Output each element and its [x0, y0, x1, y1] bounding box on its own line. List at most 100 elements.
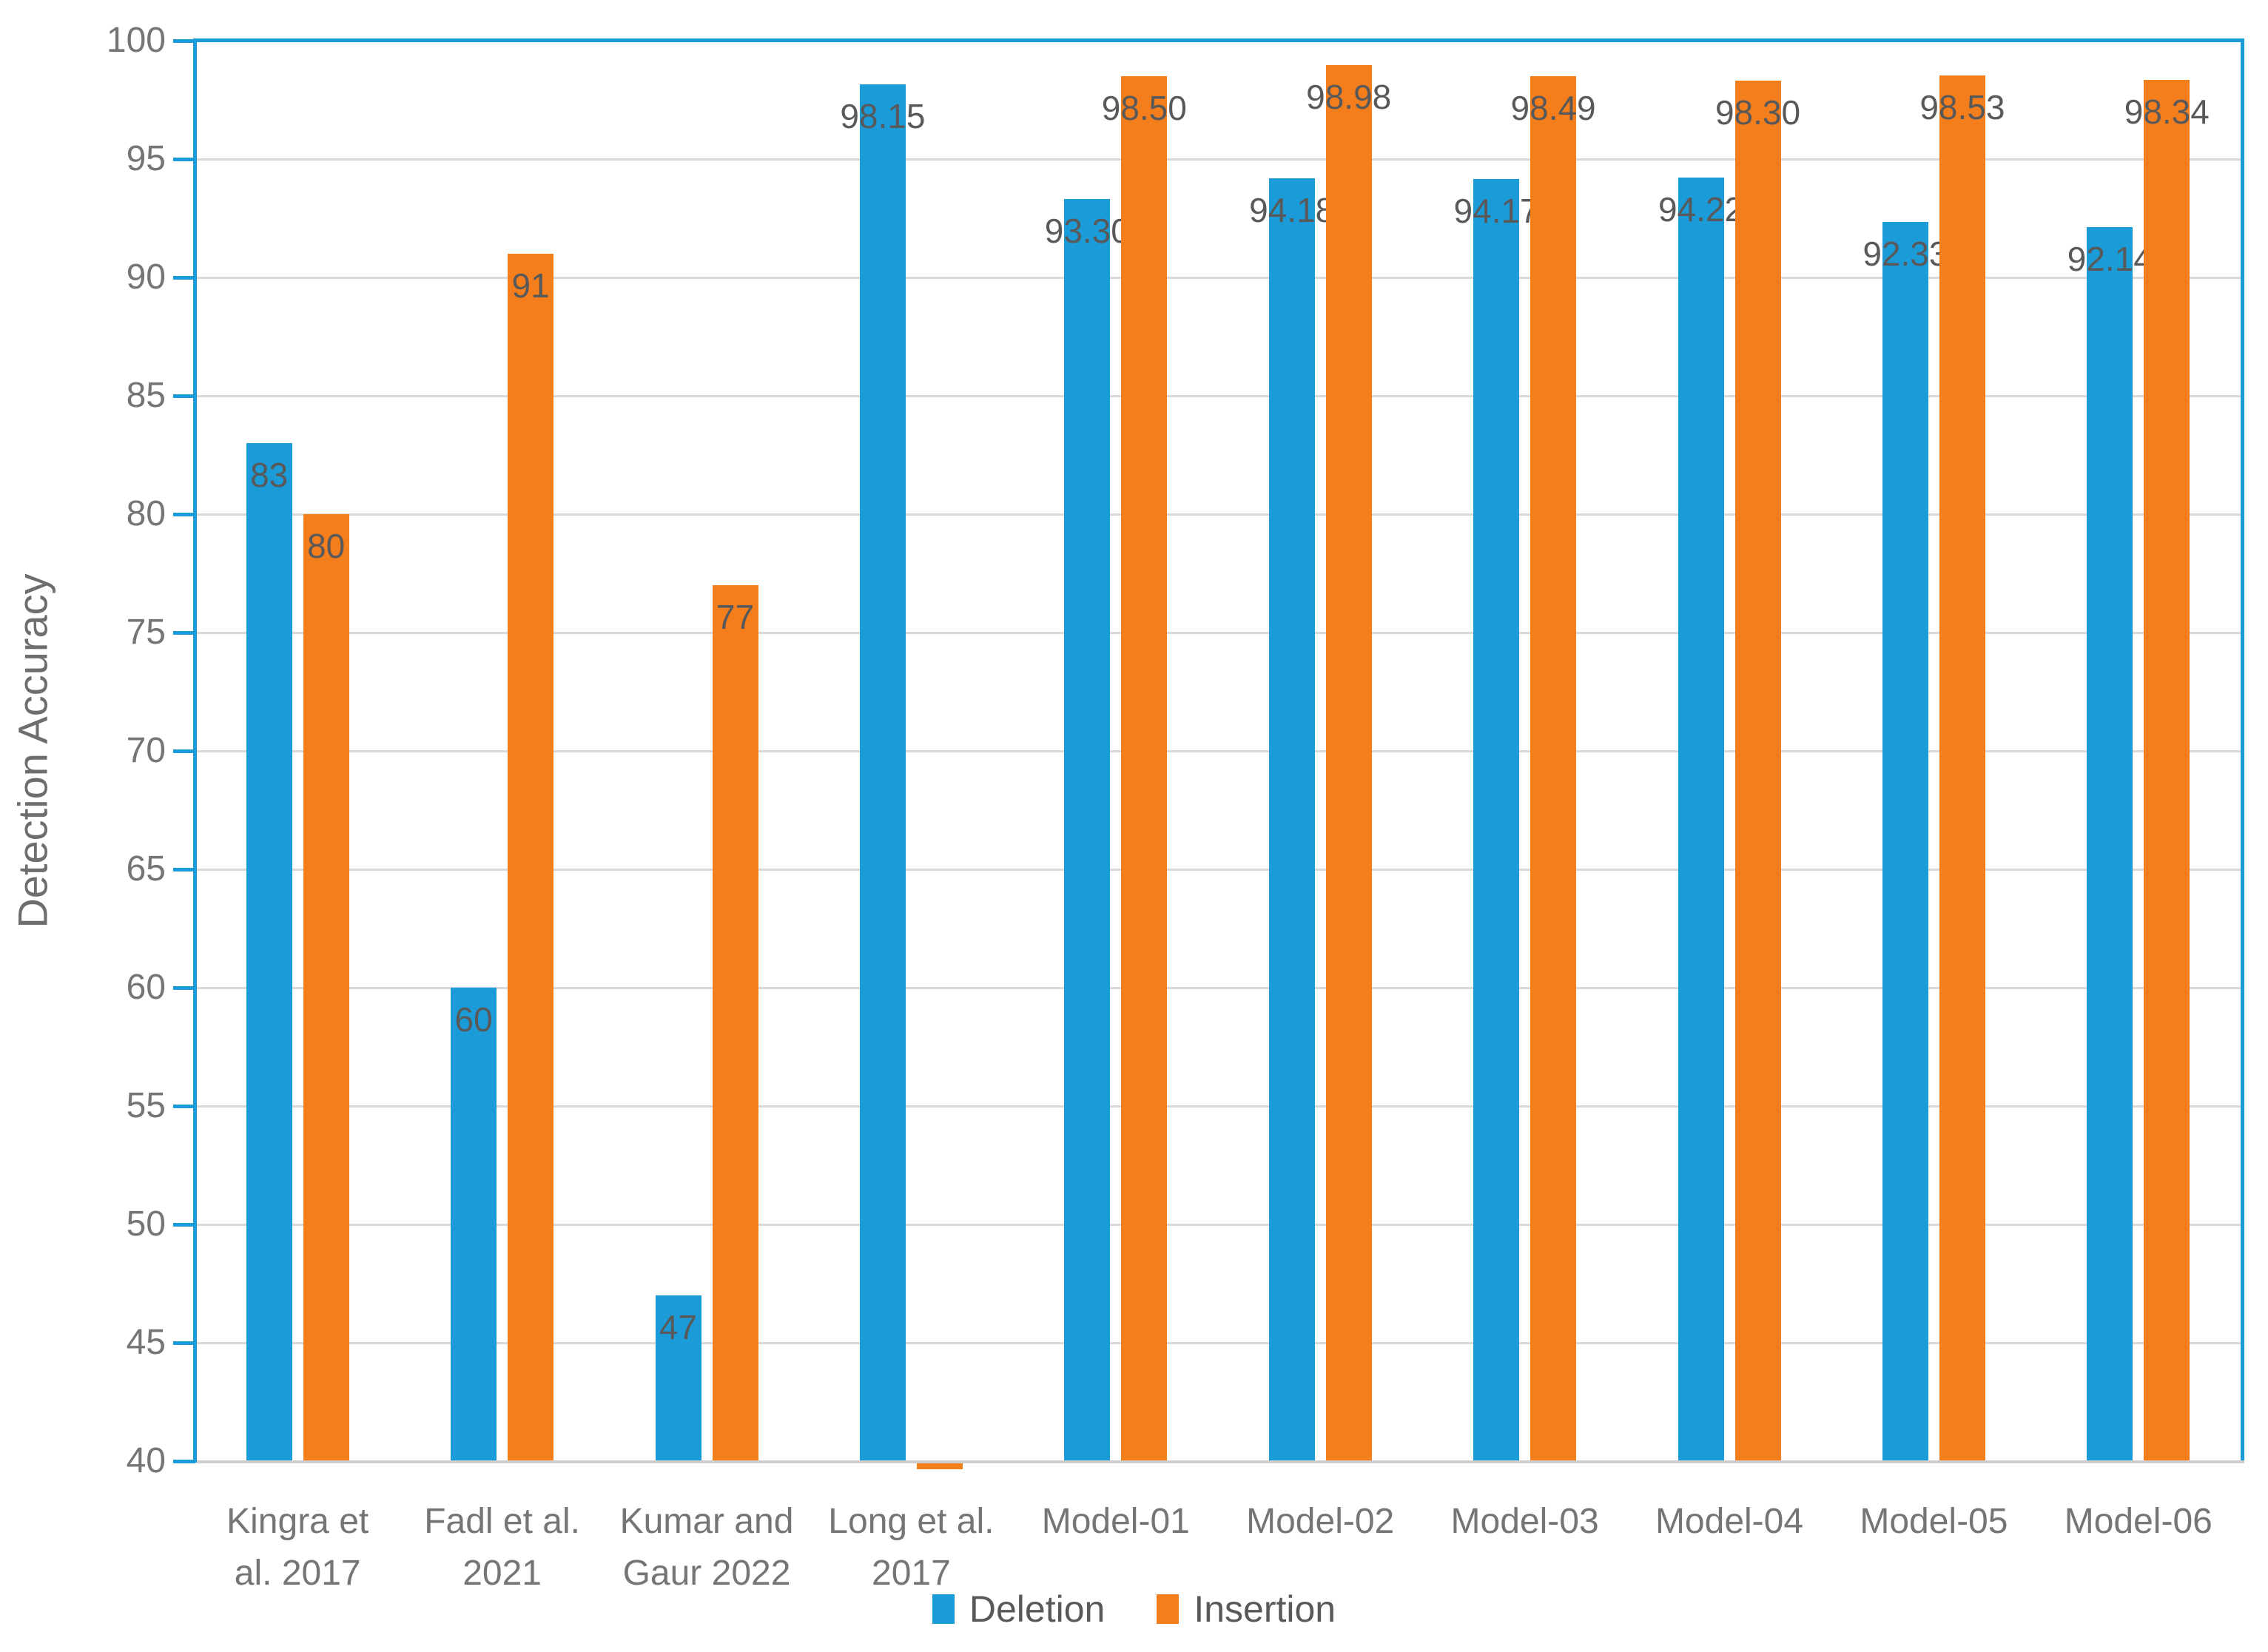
plot-area: 83 60 47 98.15 93.30 94.18 94.17 94.22 92.33 92.1… [195, 41, 2241, 1469]
x-category-label: Kumar and Gaur 2022 [588, 1496, 825, 1599]
bar-insertion [1939, 75, 1985, 1461]
bar-value-label: 93.30 [1044, 212, 1130, 251]
bar-value-label: 47 [659, 1308, 698, 1346]
y-axis-tick [173, 1460, 195, 1463]
y-tick-label: 100 [106, 21, 166, 60]
bar-value-label: 92.33 [1862, 235, 1948, 274]
legend-label: Insertion [1194, 1588, 1336, 1630]
x-category-label-line: Model-06 [2064, 1502, 2213, 1541]
legend-item-insertion: Insertion [1157, 1588, 1336, 1631]
bar-value-label: 91 [511, 266, 550, 305]
gridline [195, 1105, 2241, 1107]
x-category-label-line: Model-05 [1860, 1502, 2008, 1541]
legend-label: Deletion [969, 1588, 1106, 1630]
y-axis-tick [173, 631, 195, 635]
x-category-label: Long et al. 2017 [793, 1496, 1029, 1599]
x-category-label-line: Gaur 2022 [622, 1554, 791, 1593]
y-axis-tick [173, 1341, 195, 1345]
bar-insertion [1530, 76, 1577, 1461]
y-axis-tick [173, 39, 195, 43]
y-axis-tick [173, 986, 195, 990]
x-category-label-line: Model-03 [1450, 1502, 1599, 1541]
bar-value-label: 98.49 [1510, 89, 1596, 128]
bar-deletion [1268, 178, 1315, 1461]
x-category-label: Fadl et al. 2021 [384, 1496, 621, 1599]
y-tick-label: 80 [126, 494, 166, 533]
x-category-label-line: Fadl et al. [424, 1502, 580, 1541]
y-tick-label: 65 [126, 849, 166, 889]
y-axis-tick [173, 1105, 195, 1108]
x-category-label-line: Model-04 [1655, 1502, 1804, 1541]
legend-item-deletion: Deletion [932, 1588, 1105, 1631]
bar-deletion [859, 84, 906, 1461]
bar-value-label: 94.18 [1249, 191, 1335, 230]
x-axis-baseline [197, 1460, 2244, 1463]
y-tick-label: 60 [126, 968, 166, 1007]
bar-value-label: 98.98 [1306, 77, 1392, 116]
bar-insertion [1734, 81, 1781, 1461]
x-category-label: Model-02 [1202, 1496, 1438, 1548]
x-category-label: Model-01 [997, 1496, 1234, 1548]
bar-insertion [1121, 76, 1168, 1461]
y-axis-tick [173, 1223, 195, 1227]
y-axis-line [193, 41, 197, 1463]
y-axis-tick [173, 513, 195, 516]
bar-deletion [1882, 222, 1928, 1461]
y-axis-tick [173, 749, 195, 753]
x-category-label-line: Kumar and [619, 1502, 794, 1541]
y-tick-label: 75 [126, 613, 166, 652]
bar-value-label: 94.22 [1658, 189, 1744, 229]
x-category-label-line: 2017 [872, 1554, 951, 1593]
y-tick-label: 70 [126, 731, 166, 770]
x-category-label: Model-04 [1611, 1496, 1848, 1548]
gridline [195, 158, 2241, 161]
y-axis-tick [173, 158, 195, 161]
bar-deletion [1064, 199, 1111, 1461]
gridline [195, 632, 2241, 634]
bar-insertion [303, 514, 349, 1461]
gridline [195, 513, 2241, 516]
bar-value-label: 98.50 [1101, 89, 1187, 127]
bar-value-label: 98.30 [1715, 93, 1801, 132]
bar-value-label: 83 [250, 456, 289, 494]
gridline [195, 750, 2241, 752]
plot-top-border [193, 38, 2244, 42]
bar-deletion [246, 443, 292, 1461]
x-category-label-line: al. 2017 [234, 1554, 361, 1593]
bar-deletion [451, 988, 497, 1461]
y-tick-label: 40 [126, 1441, 166, 1480]
bar-insertion [508, 254, 554, 1461]
gridline [195, 395, 2241, 397]
bar-deletion [1473, 178, 1520, 1461]
bar-value-label: 80 [307, 527, 346, 565]
x-category-label-line: Long et al. [828, 1502, 995, 1541]
gridline [195, 987, 2241, 989]
gridline [195, 869, 2241, 871]
y-axis-tick [173, 868, 195, 871]
y-tick-label: 85 [126, 376, 166, 415]
bar-insertion [2144, 80, 2190, 1461]
bar-value-label: 98.15 [840, 97, 926, 136]
bar-deletion [2087, 226, 2133, 1461]
bar-deletion [655, 1295, 701, 1461]
y-axis-tick [173, 276, 195, 280]
legend: Deletion Insertion [0, 1588, 2268, 1631]
bar-value-label: 77 [716, 598, 755, 636]
gridline [195, 277, 2241, 279]
x-category-label-line: 2021 [462, 1554, 542, 1593]
legend-swatch-insertion [1157, 1594, 1180, 1624]
x-category-label: Kingra et al. 2017 [179, 1496, 416, 1599]
x-category-label-line: Kingra et [226, 1502, 369, 1541]
x-category-label: Model-03 [1407, 1496, 1643, 1548]
y-tick-label: 45 [126, 1323, 166, 1362]
bar-value-label: 98.53 [1919, 88, 2005, 127]
x-category-label: Model-06 [2020, 1496, 2257, 1548]
bar-value-label: 92.14 [2067, 239, 2153, 278]
y-tick-label: 50 [126, 1204, 166, 1244]
bar-insertion [712, 585, 758, 1461]
bar-value-label: 60 [454, 1000, 493, 1039]
x-category-label: Model-05 [1815, 1496, 2052, 1548]
bar-deletion [1678, 177, 1724, 1461]
gridline [195, 1342, 2241, 1344]
